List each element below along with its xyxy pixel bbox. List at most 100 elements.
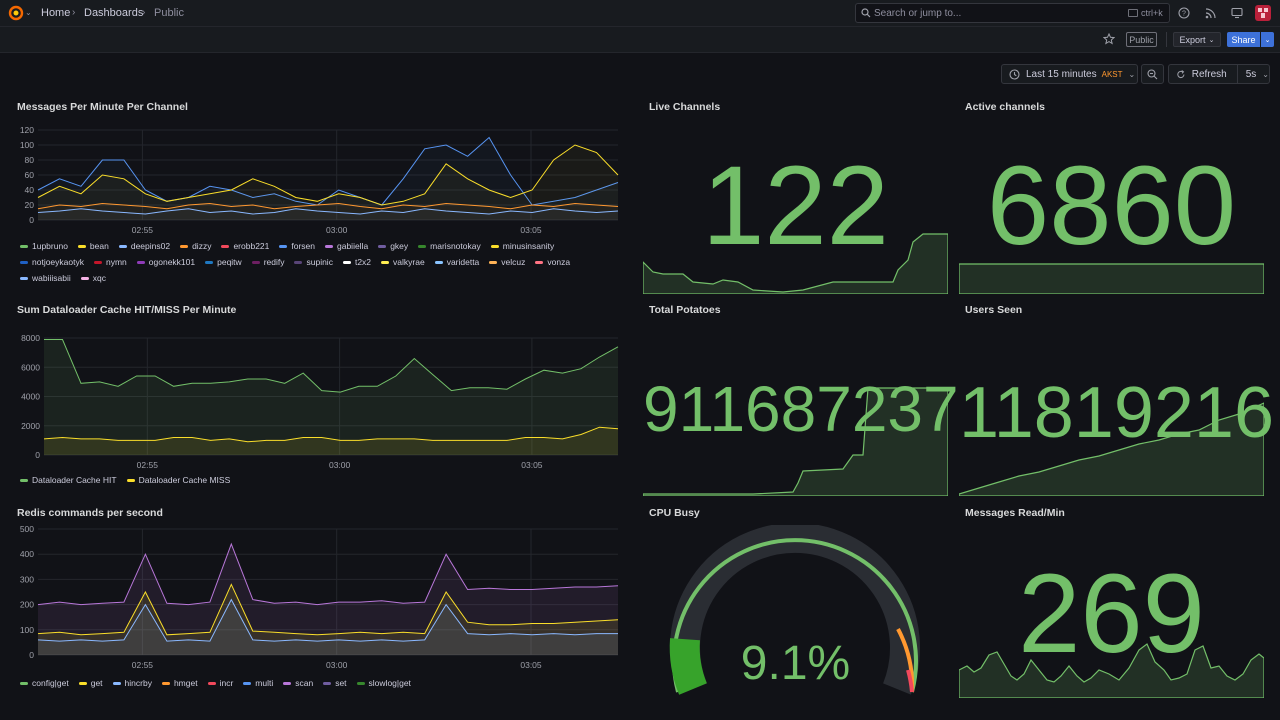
legend-item[interactable]: Dataloader Cache HIT bbox=[20, 473, 117, 487]
legend-item[interactable]: get bbox=[78, 676, 103, 690]
legend-label: Dataloader Cache MISS bbox=[138, 475, 231, 485]
messages-chart[interactable]: 0 20 40 60 80 100 120 02:55 03:00 03:05 bbox=[0, 122, 630, 240]
y-tick-label: 0 bbox=[29, 650, 34, 660]
legend-item[interactable]: t2x2 bbox=[342, 255, 371, 269]
panel-title-messages[interactable]: Messages Per Minute Per Channel bbox=[17, 101, 188, 113]
legend-item[interactable]: hmget bbox=[161, 676, 198, 690]
series-line[interactable] bbox=[43, 426, 619, 443]
legend-item[interactable]: gabiiella bbox=[325, 239, 368, 253]
x-tick-label: 02:55 bbox=[137, 460, 159, 470]
legend-item[interactable]: Dataloader Cache MISS bbox=[126, 473, 231, 487]
zoom-out-button[interactable] bbox=[1141, 64, 1164, 84]
legend-item[interactable]: config|get bbox=[20, 676, 69, 690]
y-tick-label: 6000 bbox=[21, 362, 40, 372]
user-avatar[interactable] bbox=[1255, 5, 1271, 21]
legend-item[interactable]: gkey bbox=[378, 239, 408, 253]
legend-item[interactable]: bean bbox=[77, 239, 109, 253]
legend-label: gkey bbox=[390, 241, 409, 251]
legend-item[interactable]: xqc bbox=[80, 271, 106, 285]
legend-label: get bbox=[90, 678, 103, 688]
legend-item[interactable]: 1upbruno bbox=[20, 239, 68, 253]
panel-title-active-channels[interactable]: Active channels bbox=[965, 101, 1045, 113]
legend-item[interactable]: wabiiisabii bbox=[20, 271, 71, 285]
help-icon[interactable]: ? bbox=[1178, 7, 1190, 19]
legend-item[interactable]: velcuz bbox=[489, 255, 525, 269]
legend-item[interactable]: redify bbox=[251, 255, 285, 269]
public-badge: Public bbox=[1126, 32, 1157, 47]
redis-chart[interactable]: 0 100 200 300 400 500 02:55 03:00 03:05 bbox=[0, 523, 630, 675]
clock-icon bbox=[1009, 68, 1020, 80]
series-line[interactable] bbox=[37, 208, 619, 215]
series-area bbox=[44, 427, 618, 455]
rss-icon[interactable] bbox=[1205, 7, 1217, 19]
series-line[interactable] bbox=[37, 598, 618, 642]
export-button[interactable]: Export ⌄ bbox=[1173, 32, 1221, 47]
panel-title-users-seen[interactable]: Users Seen bbox=[965, 304, 1023, 316]
monitor-icon[interactable] bbox=[1231, 7, 1243, 19]
breadcrumb-home[interactable]: Home bbox=[41, 7, 71, 19]
legend-item[interactable]: ogonekk101 bbox=[136, 255, 195, 269]
chevron-down-icon[interactable]: ⌄ bbox=[25, 8, 32, 17]
panel-title-total-potatoes[interactable]: Total Potatoes bbox=[649, 304, 721, 316]
series-line[interactable] bbox=[37, 542, 619, 606]
legend-swatch bbox=[243, 681, 252, 685]
legend-item[interactable]: incr bbox=[207, 676, 233, 690]
panel-title-live-channels[interactable]: Live Channels bbox=[649, 101, 721, 113]
legend-item[interactable]: slowlog|get bbox=[356, 676, 411, 690]
search-box[interactable]: ctrl+k bbox=[855, 3, 1170, 23]
legend-item[interactable]: peqitw bbox=[205, 255, 242, 269]
legend-swatch bbox=[221, 244, 230, 248]
series-line[interactable] bbox=[44, 339, 619, 393]
panel-title-redis[interactable]: Redis commands per second bbox=[17, 507, 163, 519]
legend-label: forsen bbox=[291, 241, 315, 251]
series-area bbox=[38, 137, 618, 220]
series-line[interactable] bbox=[37, 202, 619, 210]
breadcrumb-dashboards[interactable]: Dashboards bbox=[84, 7, 144, 19]
cache-chart[interactable]: 0 2000 4000 6000 8000 02:55 03:00 03:05 bbox=[0, 330, 630, 475]
share-button[interactable]: Share bbox=[1227, 32, 1260, 47]
legend-item[interactable]: hincrby bbox=[112, 676, 152, 690]
legend-item[interactable]: forsen bbox=[279, 239, 315, 253]
star-icon[interactable] bbox=[1103, 33, 1115, 45]
panel-title-cache[interactable]: Sum Dataloader Cache HIT/MISS Per Minute bbox=[17, 304, 237, 316]
legend-item[interactable]: valkyrae bbox=[381, 255, 425, 269]
legend-swatch bbox=[77, 244, 86, 248]
legend-item[interactable]: nymn bbox=[93, 255, 127, 269]
search-input[interactable] bbox=[874, 6, 1124, 20]
legend-item[interactable]: multi bbox=[243, 676, 273, 690]
legend-item[interactable]: dizzy bbox=[180, 239, 211, 253]
legend-label: hincrby bbox=[124, 678, 152, 688]
legend-swatch bbox=[356, 681, 365, 685]
legend-swatch bbox=[118, 244, 127, 248]
legend-item[interactable]: marisnotokay bbox=[418, 239, 481, 253]
time-range-picker[interactable]: Last 15 minutes AKST ⌄ bbox=[1001, 64, 1138, 84]
legend-item[interactable]: notjoeykaotyk bbox=[20, 255, 84, 269]
series-line[interactable] bbox=[37, 583, 619, 636]
x-tick-label: 02:55 bbox=[132, 225, 154, 235]
top-nav-bar: ⌄ Home › Dashboards › Public ctrl+k ? bbox=[0, 0, 1280, 27]
legend-item[interactable]: deepins02 bbox=[118, 239, 170, 253]
legend-label: velcuz bbox=[501, 257, 526, 267]
refresh-interval[interactable]: 5s bbox=[1245, 68, 1257, 80]
legend-item[interactable]: varidetta bbox=[434, 255, 479, 269]
legend-item[interactable]: erobb221 bbox=[221, 239, 269, 253]
series-line[interactable] bbox=[37, 144, 619, 206]
legend-label: wabiiisabii bbox=[32, 273, 71, 283]
refresh-picker[interactable]: Refresh 5s ⌄ bbox=[1168, 64, 1270, 84]
refresh-label: Refresh bbox=[1191, 68, 1227, 80]
panel-title-cpu-busy[interactable]: CPU Busy bbox=[649, 507, 700, 519]
legend-item[interactable]: supinic bbox=[294, 255, 333, 269]
zoom-out-icon bbox=[1147, 68, 1158, 79]
legend-item[interactable]: minusinsanity bbox=[490, 239, 554, 253]
legend-item[interactable]: vonza bbox=[535, 255, 570, 269]
legend-label: redify bbox=[263, 257, 285, 267]
legend-swatch bbox=[381, 260, 390, 264]
y-tick-label: 100 bbox=[20, 625, 34, 635]
legend-item[interactable]: set bbox=[323, 676, 347, 690]
share-menu-chevron-icon[interactable]: ⌄ bbox=[1261, 32, 1274, 47]
grafana-logo-icon[interactable] bbox=[8, 5, 24, 21]
legend-swatch bbox=[251, 260, 260, 264]
legend-item[interactable]: scan bbox=[283, 676, 313, 690]
legend-swatch bbox=[20, 276, 28, 280]
panel-title-messages-read[interactable]: Messages Read/Min bbox=[965, 507, 1065, 519]
